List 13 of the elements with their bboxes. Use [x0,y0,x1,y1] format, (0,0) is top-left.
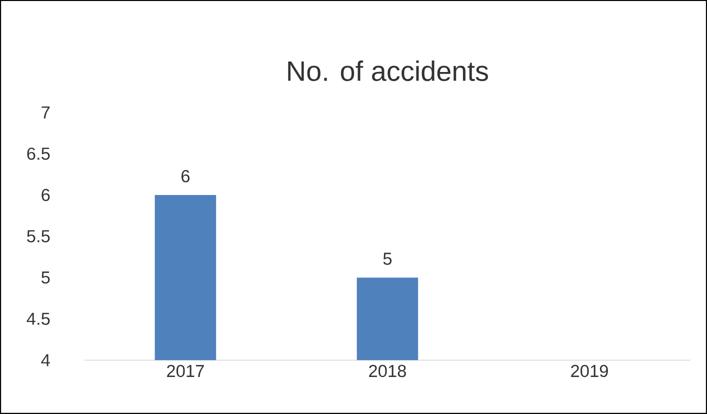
y-tick-label: 4.5 [26,312,50,325]
y-tick-label: 5 [41,272,50,284]
chart-title: No. of accidents [288,60,488,82]
y-tick-label: 4 [41,354,50,366]
y-tick-label: 6 [42,188,50,202]
x-tick-label: 2019 [571,364,608,378]
x-tick-label: 2018 [369,364,406,378]
data-label: 6 [182,170,190,182]
x-tick-label: 2017 [167,364,204,378]
y-tick-label: 7 [42,106,50,118]
y-tick-label: 6.5 [27,148,50,160]
y-tick-label: 5.5 [27,230,50,242]
data-label: 5 [383,252,392,265]
